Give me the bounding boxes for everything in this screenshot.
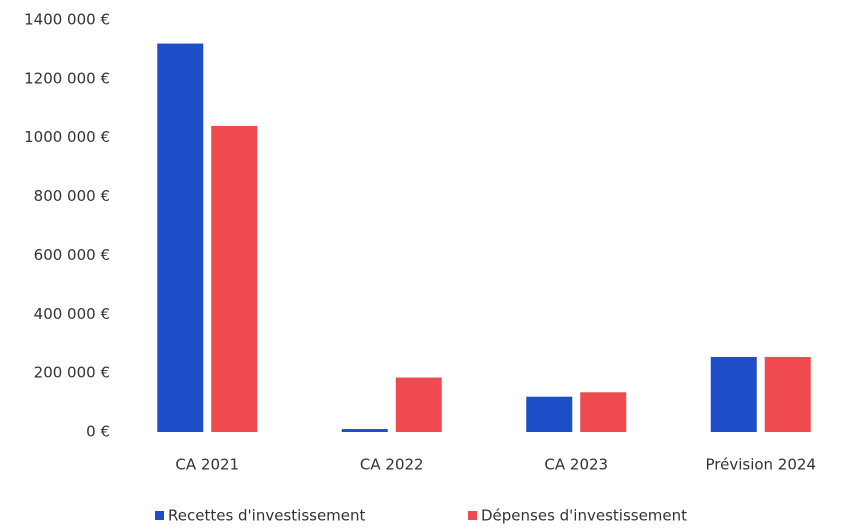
legend-label: Dépenses d'investissement [481,507,687,525]
y-tick-label: 200 000 € [34,364,110,382]
bar [764,356,811,432]
bar [341,429,388,432]
legend-swatch [155,511,164,520]
y-tick-label: 800 000 € [34,187,110,205]
x-tick-label: CA 2022 [360,456,424,474]
x-tick-label: Prévision 2024 [705,456,816,474]
y-tick-label: 400 000 € [34,305,110,323]
bar [526,396,573,432]
bar [710,356,757,432]
y-tick-label: 1000 000 € [24,128,110,146]
x-tick-label: CA 2023 [544,456,608,474]
y-tick-label: 600 000 € [34,246,110,264]
bar [580,392,627,432]
x-tick-label: CA 2021 [175,456,239,474]
y-tick-label: 1400 000 € [24,11,110,29]
bar [395,377,442,432]
legend-swatch [468,511,477,520]
legend-label: Recettes d'investissement [168,507,366,525]
bar [157,43,204,433]
bar [211,125,258,432]
y-tick-label: 0 € [86,423,110,441]
y-tick-label: 1200 000 € [24,69,110,87]
